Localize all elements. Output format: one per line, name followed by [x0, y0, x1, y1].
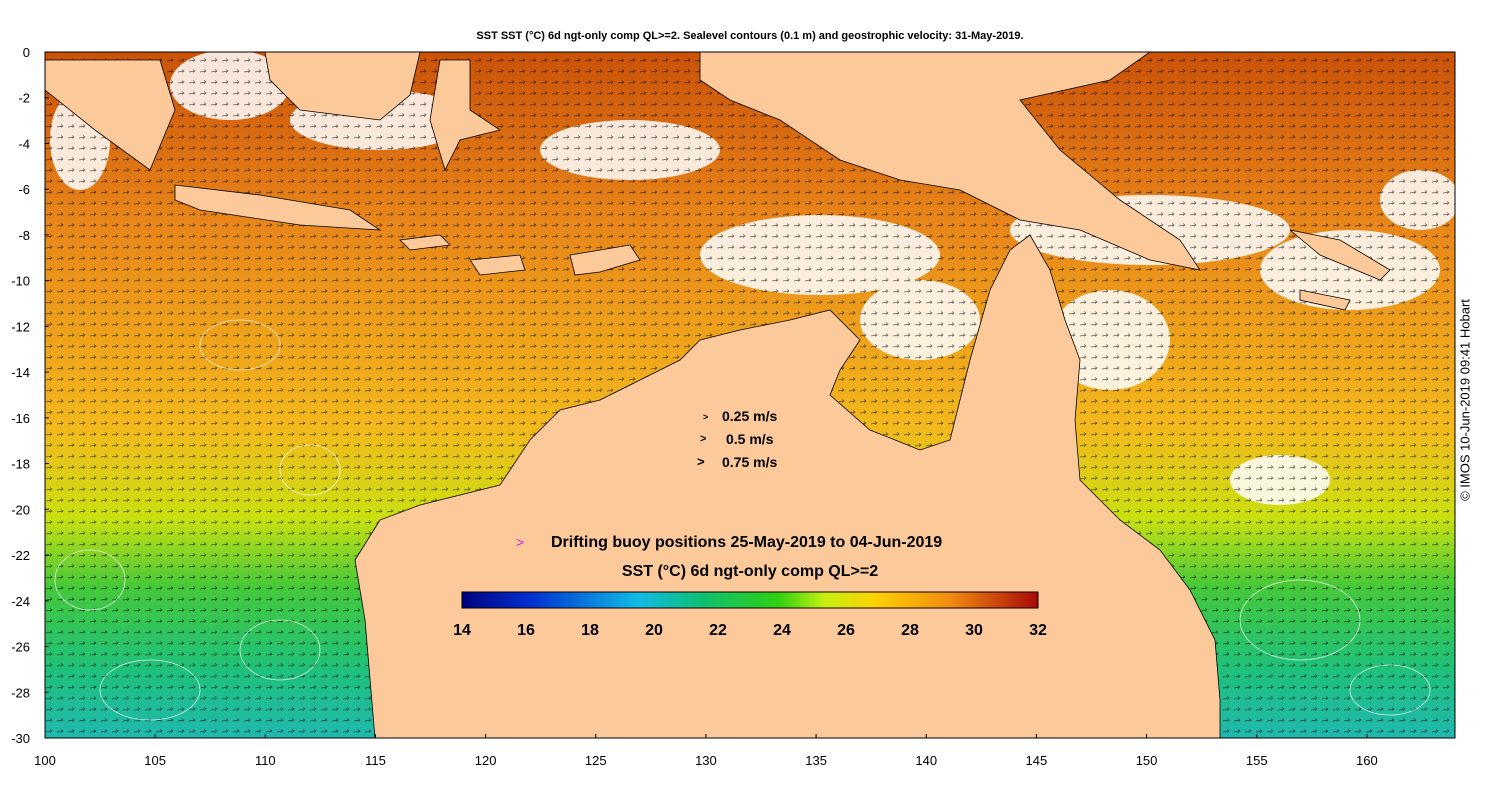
buoy-legend: > Drifting buoy positions 25-May-2019 to…	[516, 534, 942, 551]
velocity-marker-3: >	[697, 454, 705, 469]
sealevel-contours	[54, 319, 1431, 721]
y-tick-label: -18	[11, 457, 30, 472]
x-axis: 100 105 110 115 120 125 130 135 140 145 150 155 160	[34, 734, 1378, 768]
y-tick-label: -8	[18, 228, 30, 243]
buoy-legend-label: Drifting buoy positions 25-May-2019 to 0…	[551, 534, 942, 551]
x-tick-label: 125	[585, 753, 607, 768]
y-tick-label: -30	[11, 731, 30, 746]
colorbar-tick-label: 22	[709, 622, 727, 639]
map-plot-area	[45, 52, 1455, 738]
colorbar-tick-label: 32	[1029, 622, 1047, 639]
x-tick-label: 120	[475, 753, 497, 768]
y-tick-label: -22	[11, 548, 30, 563]
colorbar-title: SST (°C) 6d ngt-only comp QL>=2	[622, 563, 878, 580]
colorbar-tick-label: 24	[773, 622, 791, 639]
x-tick-label: 150	[1136, 753, 1158, 768]
velocity-label-3: 0.75 m/s	[722, 454, 777, 470]
colorbar-tick-label: 30	[965, 622, 983, 639]
colorbar-tick-label: 18	[581, 622, 599, 639]
buoy-marker: >	[516, 534, 524, 550]
y-tick-label: -10	[11, 274, 30, 289]
map-frame	[44, 51, 1456, 739]
map-title: SST SST (°C) 6d ngt-only comp QL>=2. Sea…	[476, 30, 1024, 42]
velocity-label-2: 0.5 m/s	[726, 431, 774, 447]
velocity-marker-1: >	[703, 412, 708, 422]
y-tick-label: -4	[18, 136, 30, 151]
x-tick-label: 115	[365, 753, 386, 768]
colorbar-tick-label: 16	[517, 622, 535, 639]
velocity-marker-2: >	[700, 433, 706, 445]
velocity-legend: > 0.25 m/s > 0.5 m/s > 0.75 m/s	[697, 408, 777, 470]
y-tick-label: -16	[11, 411, 30, 426]
colorbar-tick-label: 20	[645, 622, 663, 639]
x-tick-label: 130	[695, 753, 717, 768]
y-tick-label: -28	[11, 685, 30, 700]
x-tick-label: 135	[805, 753, 827, 768]
colorbar-tick-label: 28	[901, 622, 919, 639]
y-tick-label: -2	[18, 91, 30, 106]
colorbar-tick-label: 14	[453, 622, 471, 639]
x-tick-label: 155	[1246, 753, 1268, 768]
y-axis: 0 -2 -4 -6 -8 -10 -12 -14 -16 -18 -20 -22 -24 -26 -28 -…	[11, 45, 49, 746]
x-tick-label: 145	[1026, 753, 1048, 768]
x-tick-label: 110	[255, 753, 276, 768]
colorbar-tick-label: 26	[837, 622, 855, 639]
colorbar-scale	[461, 591, 1039, 609]
colorbar: SST (°C) 6d ngt-only comp QL>=2 14 16 18 20…	[453, 563, 1047, 639]
y-tick-label: -26	[11, 640, 30, 655]
y-tick-label: -12	[11, 319, 30, 334]
velocity-label-1: 0.25 m/s	[722, 408, 777, 424]
land-masses	[45, 52, 1391, 738]
x-tick-label: 105	[144, 753, 166, 768]
y-tick-label: -14	[11, 365, 30, 380]
x-tick-label: 160	[1356, 753, 1378, 768]
y-tick-label: 0	[23, 45, 30, 60]
credit-text: © IMOS 10-Jun-2019 09:41 Hobart	[1457, 299, 1473, 501]
x-tick-label: 100	[34, 753, 56, 768]
y-tick-label: -24	[11, 594, 30, 609]
y-tick-label: -20	[11, 502, 30, 517]
y-tick-label: -6	[18, 182, 30, 197]
x-tick-label: 140	[915, 753, 937, 768]
